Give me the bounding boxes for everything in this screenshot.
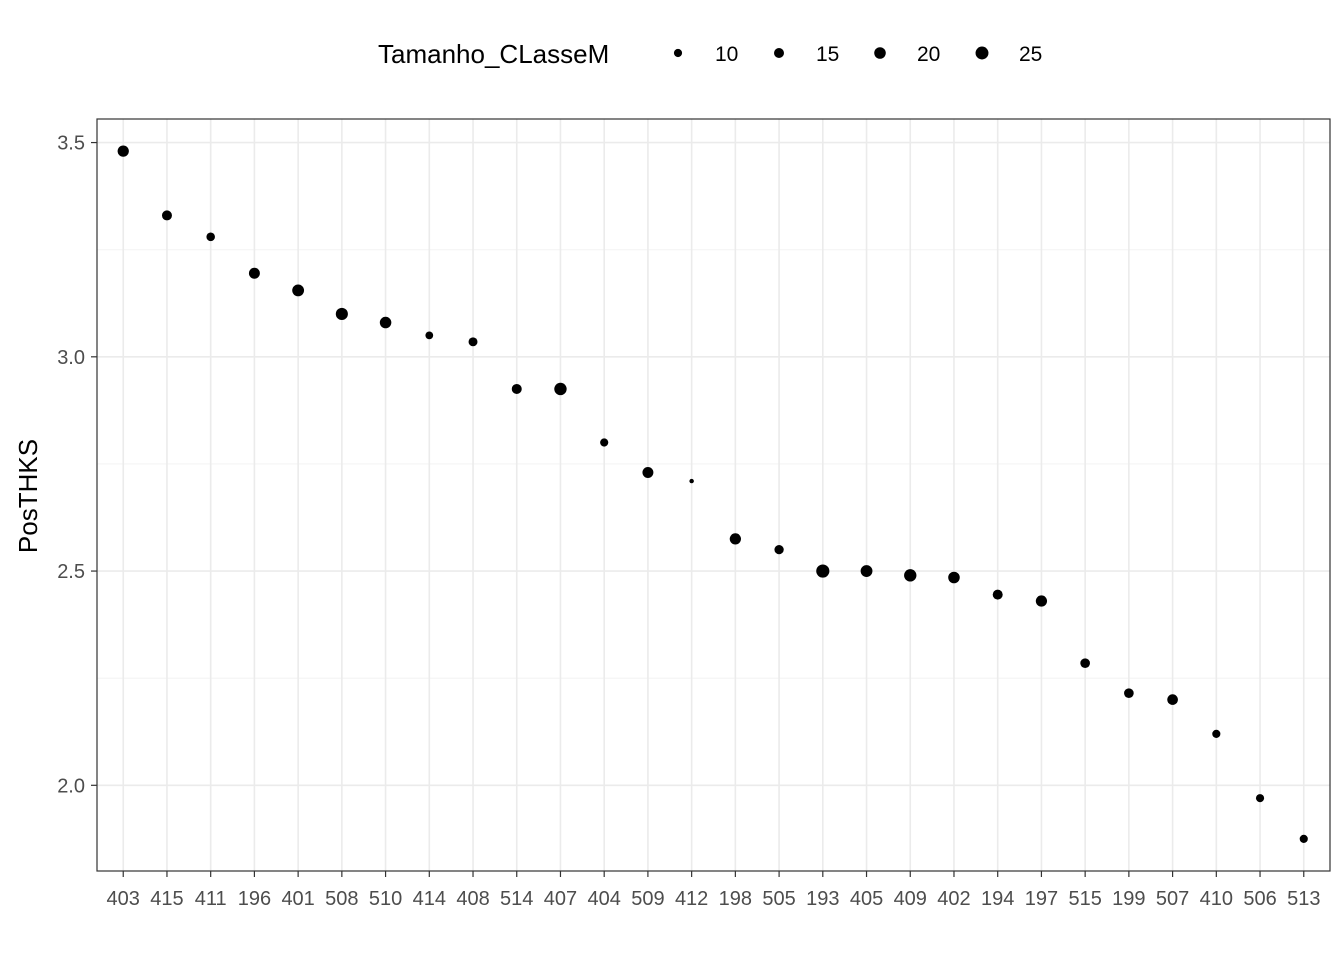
- legend-label: 20: [917, 43, 940, 66]
- data-points: [117, 145, 1308, 843]
- data-point: [1124, 688, 1134, 699]
- legend-label: 25: [1019, 43, 1042, 66]
- x-tick-label: 505: [762, 888, 795, 910]
- x-tick-label: 508: [325, 888, 358, 910]
- x-tick-label: 402: [937, 888, 970, 910]
- x-tick-label: 194: [981, 888, 1014, 910]
- data-point: [554, 382, 567, 396]
- x-tick-label: 409: [894, 888, 927, 910]
- data-point: [774, 544, 784, 555]
- data-point: [1212, 729, 1221, 738]
- x-tick-label: 401: [281, 888, 314, 910]
- data-point: [161, 210, 172, 221]
- data-point: [729, 533, 741, 545]
- data-point: [468, 337, 478, 347]
- data-point: [425, 331, 434, 340]
- x-tick-label: 199: [1112, 888, 1145, 910]
- x-tick-label: 410: [1200, 888, 1233, 910]
- data-point: [292, 284, 305, 297]
- y-tick-label: 3.5: [57, 133, 85, 155]
- x-tick-label: 514: [500, 888, 533, 910]
- data-point: [206, 232, 215, 242]
- x-tick-label: 193: [806, 888, 839, 910]
- data-point: [1035, 595, 1048, 607]
- data-point: [1167, 694, 1178, 705]
- legend-title: Tamanho_CLasseM: [378, 39, 609, 69]
- data-point: [992, 589, 1003, 600]
- x-tick-label: 507: [1156, 888, 1189, 910]
- x-tick-label: 412: [675, 888, 708, 910]
- y-tick-label: 2.0: [57, 775, 85, 797]
- legend-key: [975, 46, 989, 60]
- x-tick-label: 509: [631, 888, 664, 910]
- data-point: [600, 438, 609, 447]
- data-point: [904, 569, 917, 582]
- data-point: [1080, 658, 1090, 669]
- x-axis: 403 415 411 196 401 508 510 414 408 514 407 404 509 4…: [107, 871, 1320, 910]
- data-point: [335, 307, 348, 321]
- size-legend: Tamanho_CLasseM 10 15 20 25: [378, 39, 1042, 69]
- x-tick-label: 197: [1025, 888, 1058, 910]
- data-point: [117, 145, 129, 157]
- legend-label: 15: [816, 43, 839, 66]
- x-tick-label: 404: [588, 888, 621, 910]
- x-tick-label: 403: [107, 888, 140, 910]
- data-point: [860, 565, 873, 577]
- x-tick-label: 408: [456, 888, 489, 910]
- x-tick-label: 515: [1068, 888, 1101, 910]
- data-point: [642, 467, 654, 478]
- data-point: [948, 571, 960, 584]
- data-point: [511, 383, 522, 394]
- y-tick-label: 2.5: [57, 561, 85, 583]
- panel-border: [96, 118, 1331, 872]
- x-tick-label: 198: [719, 888, 752, 910]
- data-point: [248, 267, 260, 279]
- data-point: [1255, 794, 1265, 803]
- y-axis-title: PosTHKS: [13, 439, 43, 553]
- data-point: [379, 316, 392, 329]
- legend-items: 10 15 20 25: [673, 43, 1042, 66]
- data-point: [1299, 834, 1308, 843]
- y-tick-label: 3.0: [57, 347, 85, 369]
- x-tick-label: 513: [1287, 888, 1320, 910]
- x-tick-label: 407: [544, 888, 577, 910]
- legend-key: [673, 48, 683, 58]
- x-tick-label: 411: [195, 888, 227, 910]
- grid: [97, 119, 1330, 871]
- legend-label: 10: [715, 43, 738, 66]
- data-point: [816, 564, 830, 578]
- x-tick-label: 414: [413, 888, 446, 910]
- data-point: [689, 478, 694, 484]
- x-tick-label: 196: [238, 888, 271, 910]
- x-tick-label: 405: [850, 888, 883, 910]
- x-tick-label: 415: [150, 888, 183, 910]
- x-tick-label: 510: [369, 888, 402, 910]
- x-tick-label: 506: [1243, 888, 1276, 910]
- legend-key: [774, 48, 784, 58]
- legend-key: [874, 47, 886, 59]
- y-axis: 2.0 2.5 3.0 3.5: [57, 133, 97, 797]
